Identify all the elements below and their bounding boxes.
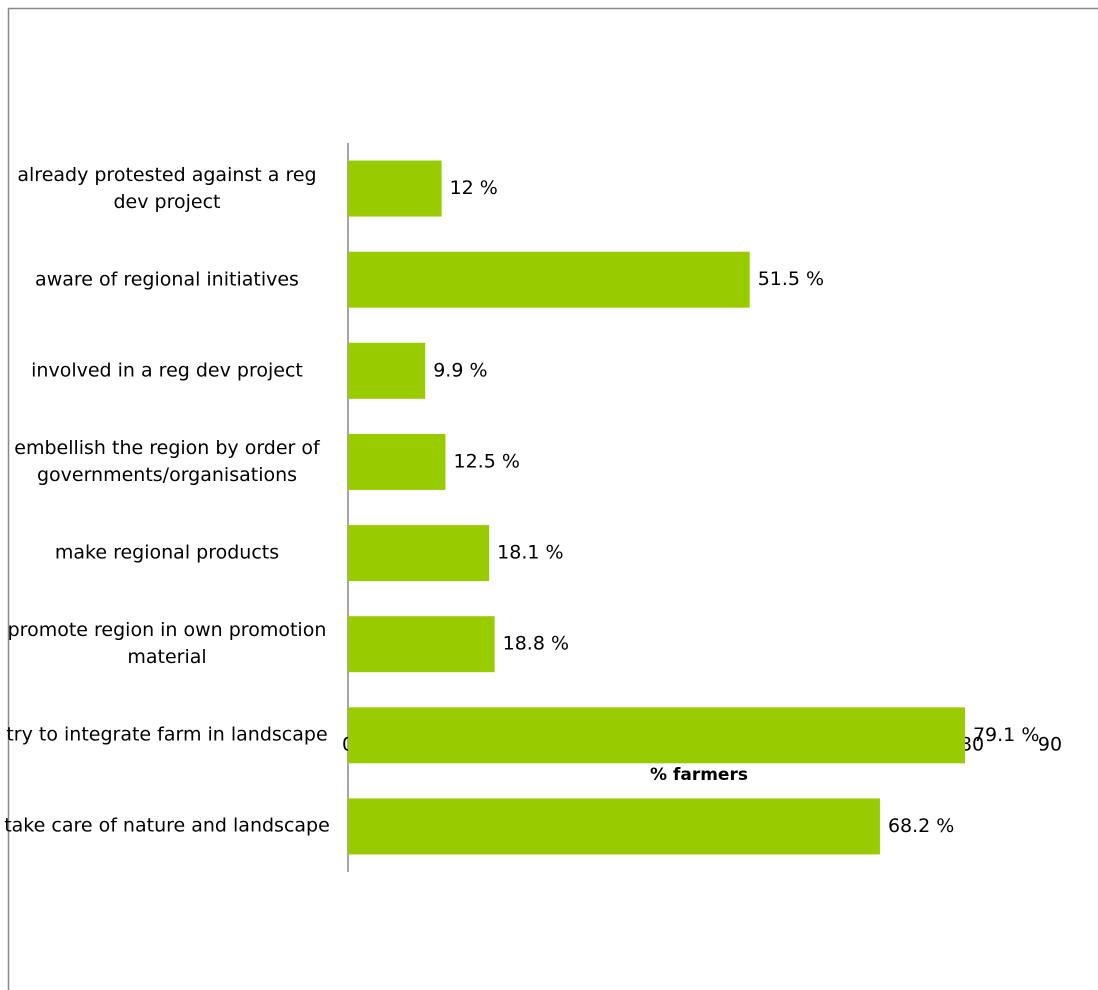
- bar: [348, 342, 426, 399]
- y-tick-label: already protested against a reg dev proj…: [17, 163, 317, 213]
- value-label: 51.5 %: [758, 268, 824, 290]
- value-label: 9.9 %: [433, 359, 487, 381]
- y-tick-label: promote region in own promotion material: [7, 619, 327, 669]
- y-tick-label: embellish the region by order of governm…: [14, 436, 320, 486]
- frame: [7, 7, 1098, 990]
- x-tick-label: 80: [960, 734, 984, 756]
- y-tick-label: make regional products: [54, 541, 280, 564]
- bar: [348, 525, 490, 582]
- bar: [348, 251, 750, 308]
- value-label: 18.1 %: [497, 542, 563, 564]
- bar: [348, 160, 442, 217]
- x-tick-label: 90: [1038, 734, 1062, 756]
- y-tick-label: take care of nature and landscape: [4, 814, 330, 837]
- value-label: 79.1 %: [973, 724, 1039, 746]
- value-label: 68.2 %: [888, 815, 954, 837]
- y-tick-label: try to integrate farm in landscape: [6, 723, 328, 746]
- value-label: 12.5 %: [454, 450, 520, 472]
- bar: [348, 798, 880, 855]
- y-tick-label: aware of regional initiatives: [35, 268, 299, 291]
- bar: [348, 433, 446, 490]
- bar: [348, 616, 495, 673]
- value-label: 18.8 %: [503, 633, 569, 655]
- bar: [348, 707, 965, 764]
- value-label: 12 %: [450, 177, 498, 199]
- y-tick-label: involved in a reg dev project: [31, 359, 303, 382]
- x-axis-label: % farmers: [650, 765, 748, 785]
